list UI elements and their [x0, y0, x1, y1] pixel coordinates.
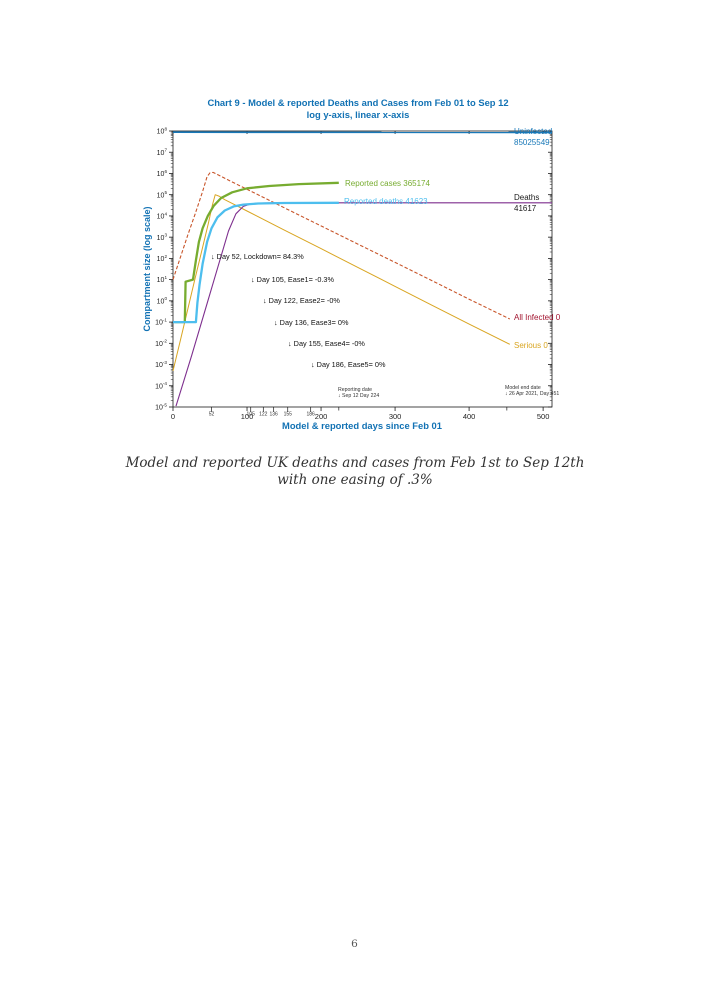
y-tick-label: 104: [157, 211, 168, 220]
y-tick-label: 106: [157, 169, 168, 178]
y-tick-label: 10-5: [155, 402, 167, 411]
x-tick-label: 500: [537, 412, 550, 420]
uninfected-label: Uninfected 85025549: [514, 127, 553, 147]
reported-deaths-label: Reported deaths 41623: [344, 197, 428, 206]
reported-cases-label: Reported cases 365174: [345, 179, 430, 188]
all-infected-label: All Infected 0: [514, 313, 561, 322]
model-end-date-note: Model end date ↓ 26 Apr 2021, Day 451: [505, 385, 560, 397]
series-deaths-model: [175, 202, 552, 407]
x-event-tick-label: 155: [284, 411, 293, 417]
chart-title-block: Chart 9 - Model & reported Deaths and Ca…: [120, 97, 596, 121]
x-event-tick-label: 122: [259, 411, 268, 417]
y-tick-label: 103: [157, 233, 168, 242]
y-tick-label: 107: [157, 148, 168, 157]
annotation-day-136: ↓ Day 136, Ease3= 0%: [274, 318, 349, 327]
series-reported-deaths: [173, 201, 339, 324]
y-tick-label: 108: [157, 126, 168, 135]
page-number: 6: [351, 938, 358, 950]
plot-frame: [172, 130, 553, 408]
chart-subtitle: log y-axis, linear x-axis: [306, 109, 410, 120]
annotation-day-122: ↓ Day 122, Ease2= -0%: [263, 296, 340, 305]
y-tick-label: 10-4: [155, 381, 167, 390]
y-tick-label: 101: [157, 275, 168, 284]
annotation-day-186: ↓ Day 186, Ease5= 0%: [311, 360, 386, 369]
annotation-day-155: ↓ Day 155, Ease4= -0%: [288, 339, 365, 348]
y-tick-label: 10-3: [155, 360, 167, 369]
x-event-tick-label: 52: [209, 411, 215, 417]
annotation-day-52: ↓ Day 52, Lockdown= 84.3%: [211, 252, 304, 261]
chart-title: Chart 9 - Model & reported Deaths and Ca…: [207, 97, 509, 108]
reporting-date-note: Reporting date ↓ Sep 12 Day 224: [338, 387, 380, 399]
deaths-label: Deaths 41617: [514, 193, 540, 213]
serious-label: Serious 0: [514, 341, 548, 350]
x-tick-label: 200: [315, 412, 328, 420]
x-tick-label: 100: [241, 412, 254, 420]
series-serious: [172, 194, 511, 372]
series-reported-cases: [174, 181, 339, 324]
y-tick-label: 102: [157, 254, 168, 263]
chart-canvas: 108 107 106 105 104 103 102 101 100 10-1 10-2 10-3 1…: [155, 126, 553, 420]
y-axis-label: Compartment size (log scale): [142, 206, 152, 332]
x-event-tick-label: 136: [270, 411, 279, 417]
y-tick-label: 10-2: [155, 339, 167, 348]
y-tick-label: 105: [157, 190, 168, 199]
figure-caption: Model and reported UK deaths and cases f…: [125, 455, 585, 488]
x-tick-label: 300: [389, 412, 402, 420]
x-tick-label: 0: [171, 412, 175, 420]
x-event-tick-label: 186: [307, 411, 316, 417]
series-all-infected: [172, 171, 511, 320]
x-axis-label: Model & reported days since Feb 01: [282, 420, 442, 431]
x-event-tick-label: 105: [247, 411, 256, 417]
x-tick-label: 400: [463, 412, 476, 420]
y-tick-label: 100: [157, 296, 168, 305]
annotation-day-105: ↓ Day 105, Ease1= -0.3%: [251, 275, 334, 284]
y-tick-label: 10-1: [155, 317, 167, 326]
